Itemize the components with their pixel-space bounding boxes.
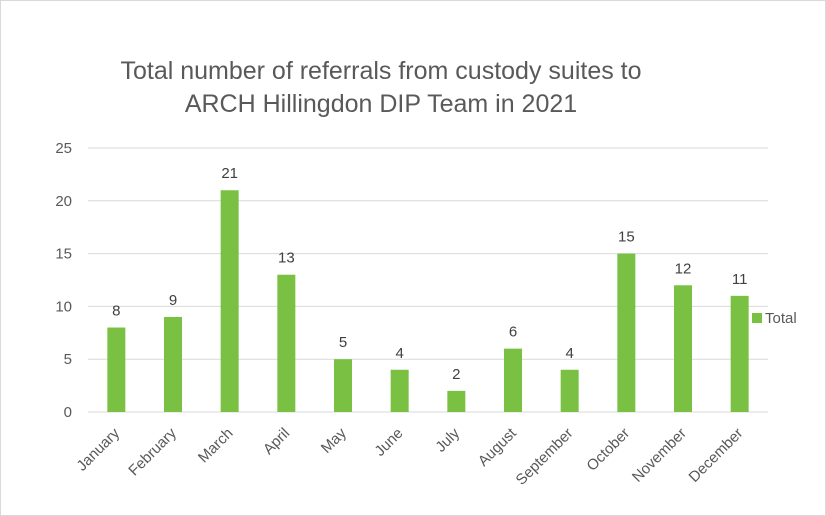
legend-label: Total [765, 310, 797, 327]
x-tick-label: January [73, 424, 123, 474]
data-label: 8 [112, 303, 120, 320]
x-tick-label: December [686, 425, 747, 486]
legend-swatch [752, 313, 762, 323]
x-tick-label: June [371, 425, 406, 460]
x-tick-label: March [195, 425, 236, 466]
bar [674, 285, 692, 412]
data-label: 15 [618, 229, 635, 246]
data-label: 2 [452, 366, 460, 383]
bar [277, 274, 296, 412]
bar [334, 359, 352, 412]
data-label: 11 [732, 271, 748, 288]
bar [220, 190, 239, 412]
data-label: 5 [339, 334, 347, 351]
bar [447, 390, 466, 412]
x-tick-label: August [475, 424, 521, 470]
x-tick-label: July [432, 424, 463, 455]
data-label: 21 [221, 165, 238, 182]
x-tick-label: October [583, 425, 633, 475]
chart-title-line-1: Total number of referrals from custody s… [120, 57, 642, 85]
y-tick-label: 20 [55, 193, 72, 210]
x-tick-label: May [318, 424, 350, 456]
bar [617, 253, 636, 412]
data-label: 9 [169, 292, 177, 309]
y-tick-label: 0 [64, 404, 72, 421]
bar [164, 316, 182, 412]
data-label: 13 [278, 250, 295, 267]
bar [730, 295, 749, 412]
bar [504, 348, 522, 412]
chart-title: Total number of referrals from custody s… [31, 55, 731, 121]
x-tick-label: April [260, 425, 293, 458]
data-label: 4 [395, 345, 403, 362]
data-label: 12 [675, 260, 692, 277]
y-tick-label: 10 [55, 298, 72, 315]
data-label: 6 [509, 324, 517, 341]
x-tick-label: November [629, 425, 690, 486]
y-tick-label: 25 [55, 140, 72, 157]
chart-title-line-2: ARCH Hillingdon DIP Team in 2021 [184, 90, 578, 118]
x-tick-label: February [125, 424, 180, 479]
bar [390, 369, 409, 412]
bar [107, 327, 126, 412]
x-tick-label: September [513, 425, 577, 489]
bar [560, 369, 579, 412]
data-label: 4 [565, 345, 573, 362]
y-tick-label: 5 [64, 351, 72, 368]
y-tick-label: 15 [55, 246, 72, 263]
